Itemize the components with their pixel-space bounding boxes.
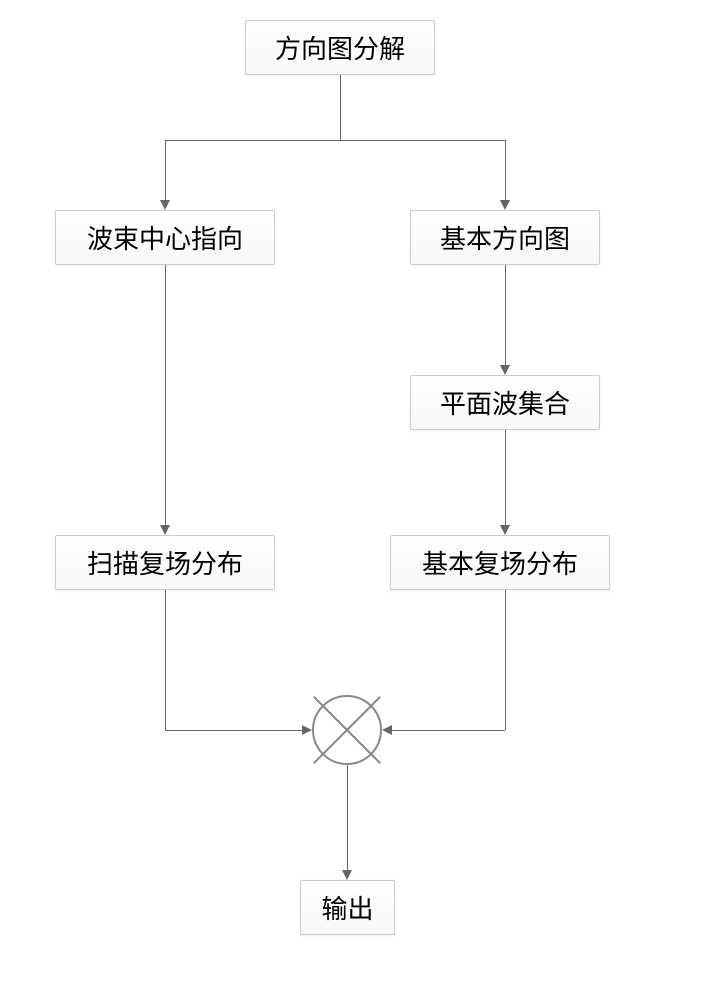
arrowhead (160, 525, 170, 535)
arrowhead (382, 725, 392, 735)
arrowhead (500, 365, 510, 375)
arrowhead (302, 725, 312, 735)
node-label: 波束中心指向 (87, 219, 243, 256)
node-label: 平面波集合 (440, 384, 570, 421)
connector (505, 265, 506, 365)
connector (340, 75, 341, 140)
arrowhead (160, 200, 170, 210)
node-label: 方向图分解 (275, 29, 405, 66)
node-label: 基本复场分布 (422, 544, 578, 581)
node-pattern-decomposition: 方向图分解 (245, 20, 435, 75)
connector (392, 730, 505, 731)
arrowhead (500, 200, 510, 210)
node-label: 扫描复场分布 (87, 544, 243, 581)
node-label: 基本方向图 (440, 219, 570, 256)
connector (505, 430, 506, 525)
node-label: 输出 (321, 889, 373, 926)
node-scan-complex-field: 扫描复场分布 (55, 535, 275, 590)
node-basic-pattern: 基本方向图 (410, 210, 600, 265)
combiner-multiply (312, 695, 382, 765)
connector (505, 140, 506, 200)
connector (505, 590, 506, 730)
connector (347, 765, 348, 870)
node-basic-complex-field: 基本复场分布 (390, 535, 610, 590)
connector (165, 140, 166, 200)
connector (165, 730, 302, 731)
arrowhead (500, 525, 510, 535)
arrowhead (342, 870, 352, 880)
connector (165, 140, 505, 141)
node-output: 输出 (300, 880, 395, 935)
node-plane-wave-set: 平面波集合 (410, 375, 600, 430)
node-beam-center-pointing: 波束中心指向 (55, 210, 275, 265)
connector (165, 590, 166, 730)
connector (165, 265, 166, 525)
